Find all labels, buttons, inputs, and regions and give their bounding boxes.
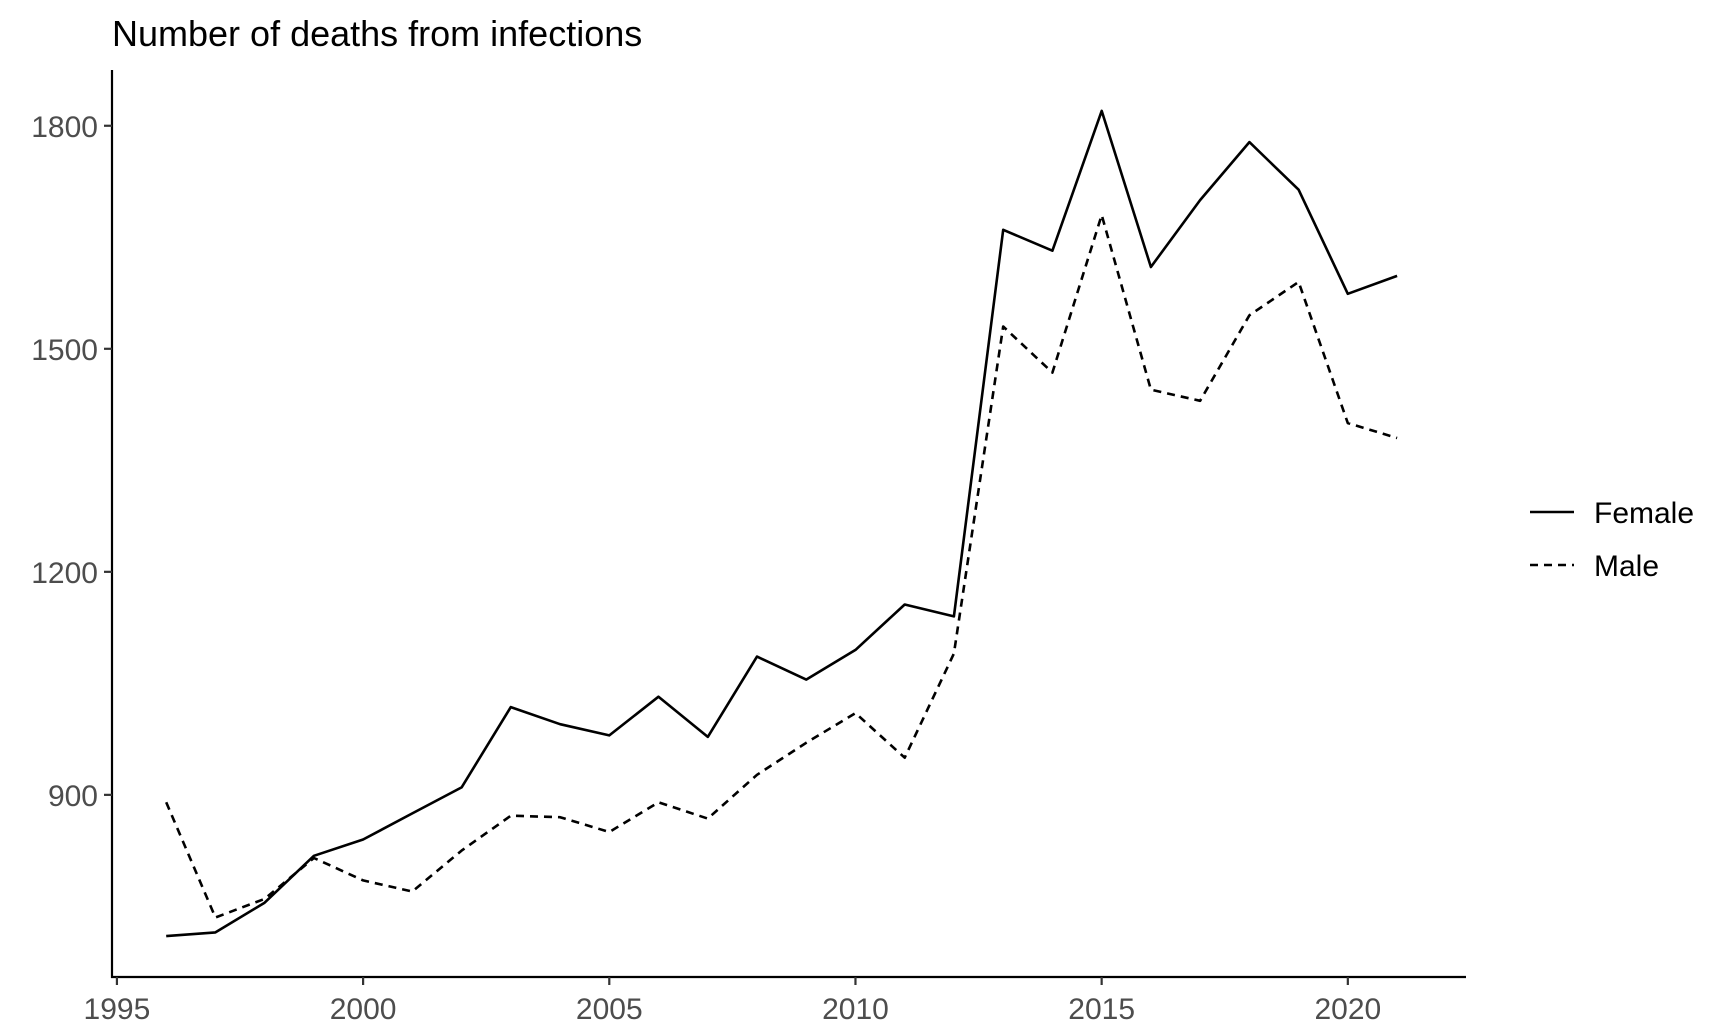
chart-title: Number of deaths from infections [112,13,642,54]
y-tick-label: 1200 [31,557,98,590]
y-tick-label: 900 [48,780,98,813]
legend-label-female: Female [1594,497,1694,530]
x-tick-label: 1995 [84,993,151,1026]
ticks: 1995 2000 2005 2010 2015 2020 900 1200 1500 1800 [31,111,1381,1026]
x-tick-label: 2010 [822,993,889,1026]
axes [110,70,1466,979]
data-series [165,109,1398,938]
x-tick-label: 2005 [576,993,643,1026]
series-line-male [165,213,1398,919]
legend: Female Male [1530,497,1694,583]
legend-label-male: Male [1594,550,1659,583]
series-line-female [166,109,1398,938]
y-tick-label: 1500 [31,334,98,367]
x-tick-label: 2000 [330,993,397,1026]
x-tick-label: 2015 [1068,993,1135,1026]
y-tick-label: 1800 [31,111,98,144]
x-tick-label: 2020 [1314,993,1381,1026]
